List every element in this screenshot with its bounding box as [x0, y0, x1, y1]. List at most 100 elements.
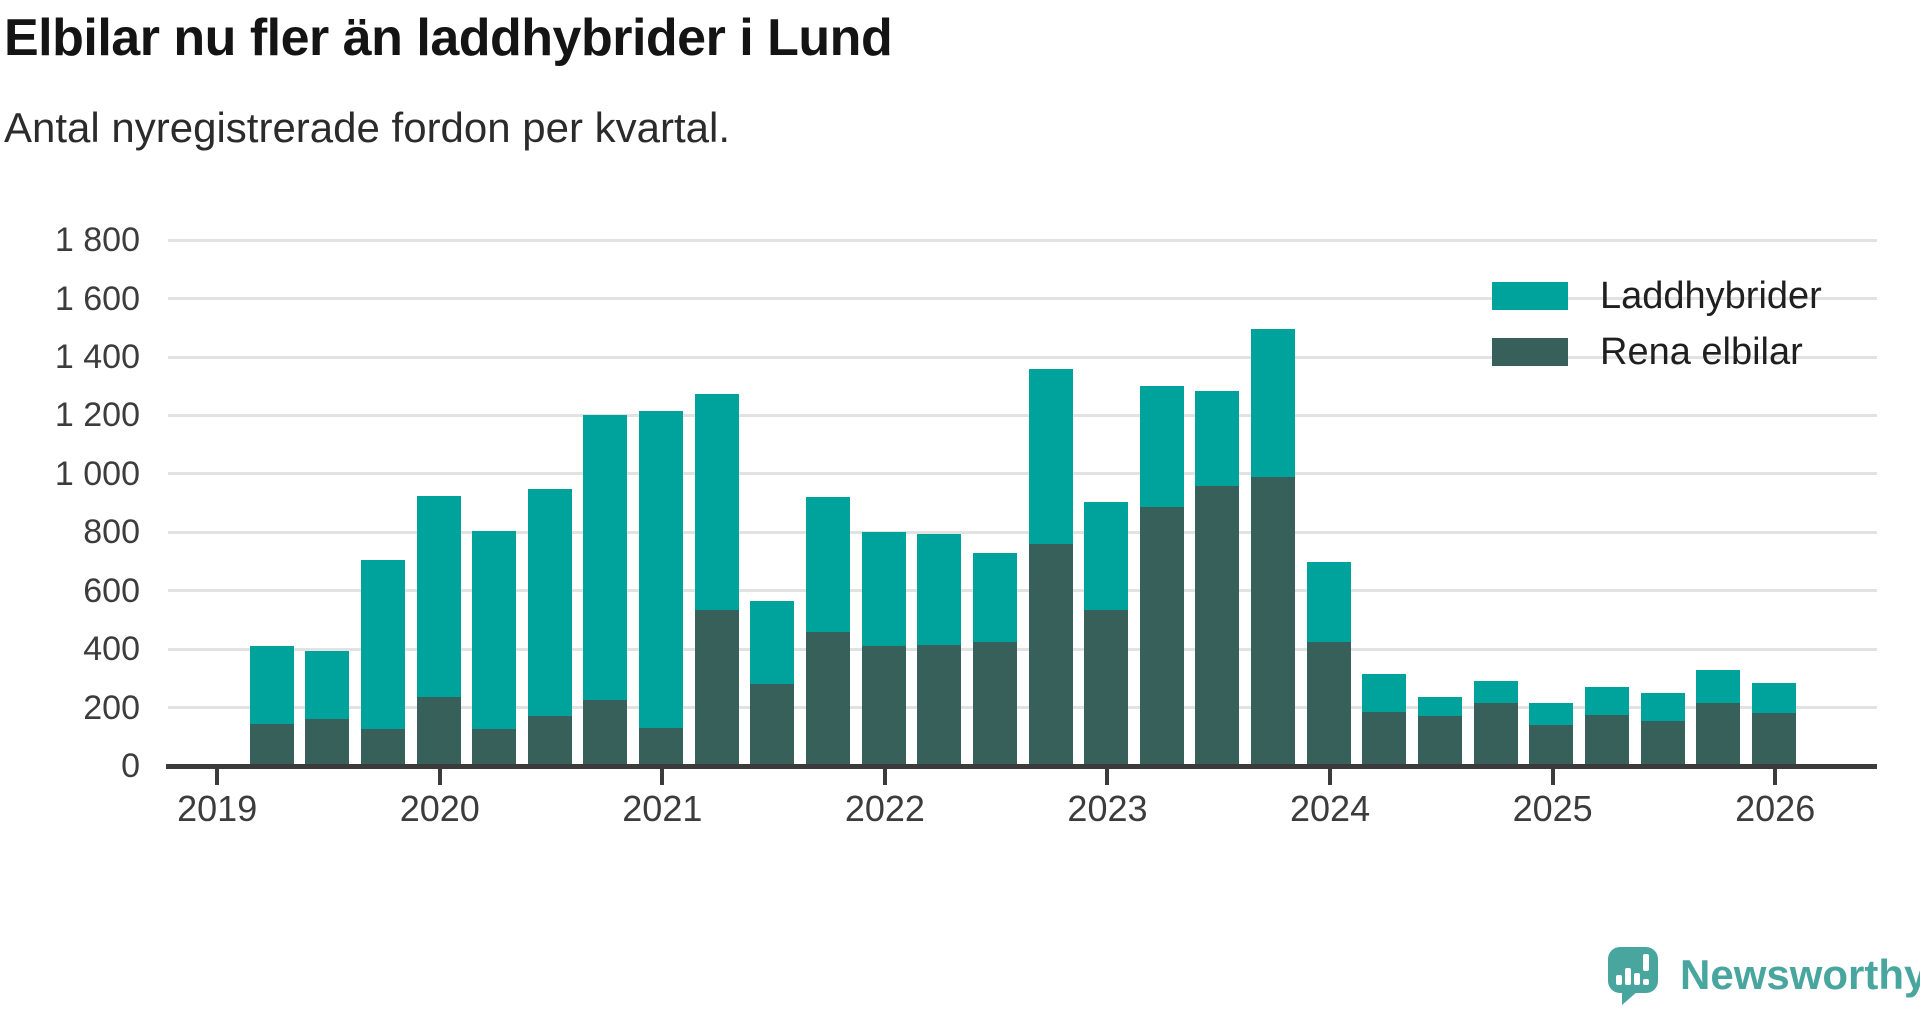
bar-segment-laddhybrider	[1529, 703, 1574, 726]
x-axis-label: 2019	[177, 788, 258, 829]
bar-segment-laddhybrider	[1306, 561, 1351, 642]
bar-segment-laddhybrider	[583, 415, 628, 701]
bar-segment-rena-elbilar	[305, 719, 350, 766]
bar-segment-rena-elbilar	[1139, 507, 1184, 766]
gridline-400	[168, 647, 1877, 651]
bar-segment-rena-elbilar	[360, 729, 405, 766]
bar-segment-rena-elbilar	[1306, 641, 1351, 766]
bar-segment-rena-elbilar	[249, 723, 294, 766]
bar-segment-laddhybrider	[1418, 697, 1463, 717]
bar-segment-rena-elbilar	[1529, 725, 1574, 766]
bar-segment-laddhybrider	[527, 488, 572, 717]
bar-segment-rena-elbilar	[750, 684, 795, 766]
bar-segment-laddhybrider	[305, 650, 350, 720]
bar-segment-laddhybrider	[249, 646, 294, 724]
bar-segment-rena-elbilar	[639, 728, 684, 766]
bar-segment-rena-elbilar	[917, 644, 962, 766]
newsworthy-logo-tail	[1622, 991, 1638, 1005]
newsworthy-logo-text: Newsworthy	[1680, 951, 1920, 998]
y-axis-label: 800	[83, 513, 140, 552]
bar-segment-rena-elbilar	[806, 631, 850, 766]
newsworthy-logo-icon	[1608, 947, 1658, 993]
y-axis-label: 1 400	[54, 338, 140, 377]
y-axis-label: 400	[83, 630, 140, 669]
gridline-200	[168, 706, 1877, 710]
y-axis-label: 1 200	[54, 396, 140, 435]
bar-segment-rena-elbilar	[472, 729, 517, 766]
x-axis-tick	[1773, 769, 1778, 785]
bar-segment-rena-elbilar	[1696, 703, 1741, 766]
x-axis-tick	[1328, 769, 1333, 785]
bar-segment-laddhybrider	[416, 495, 461, 698]
bar-segment-laddhybrider	[1139, 386, 1184, 508]
bar-segment-rena-elbilar	[1640, 720, 1685, 766]
chart-title: Elbilar nu fler än laddhybrider i Lund	[4, 9, 893, 67]
gridline-600	[168, 589, 1877, 593]
x-axis-label: 2022	[844, 788, 925, 829]
bar-segment-laddhybrider	[1473, 681, 1518, 704]
x-axis-label: 2020	[399, 788, 480, 829]
x-axis-tick	[1105, 769, 1110, 785]
legend-label-rena-elbilar: Rena elbilar	[1600, 331, 1803, 373]
bar-segment-rena-elbilar	[1251, 476, 1296, 766]
y-axis-label: 1 800	[54, 221, 140, 260]
x-axis-label: 2023	[1067, 788, 1148, 829]
gridline-800	[168, 530, 1877, 534]
x-axis-label: 2025	[1512, 788, 1593, 829]
bar-segment-laddhybrider	[1084, 501, 1129, 610]
bar-segment-rena-elbilar	[1751, 713, 1796, 766]
bar-segment-laddhybrider	[972, 552, 1017, 642]
x-axis-tick	[437, 769, 442, 785]
y-axis-label: 0	[121, 747, 140, 785]
bar-segment-laddhybrider	[861, 532, 906, 647]
bar-segment-rena-elbilar	[1418, 716, 1463, 766]
x-axis-line	[166, 764, 1877, 769]
newsworthy-logo: Newsworthy	[1608, 946, 1920, 1010]
bar-segment-rena-elbilar	[527, 716, 572, 766]
x-axis-tick	[660, 769, 665, 785]
chart-subtitle: Antal nyregistrerade fordon per kvartal.	[4, 104, 731, 151]
bar-segment-rena-elbilar	[1584, 714, 1629, 766]
bar-segment-laddhybrider	[1251, 329, 1296, 477]
bar-segment-laddhybrider	[1362, 673, 1407, 712]
gridline-1800	[168, 238, 1877, 242]
x-axis-tick	[1550, 769, 1555, 785]
bar-segment-rena-elbilar	[1084, 609, 1129, 766]
gridline-1200	[168, 413, 1877, 417]
bar-segment-rena-elbilar	[972, 641, 1017, 766]
x-axis-label: 2024	[1290, 788, 1371, 829]
bar-segment-rena-elbilar	[583, 700, 628, 766]
bar-segment-rena-elbilar	[1028, 544, 1073, 766]
bar-segment-laddhybrider	[917, 533, 962, 645]
bar-segment-laddhybrider	[1696, 669, 1741, 704]
x-axis-tick	[882, 769, 887, 785]
gridline-1000	[168, 472, 1877, 476]
x-axis-label: 2021	[622, 788, 703, 829]
gridline-1400	[168, 355, 1877, 359]
bar-segment-rena-elbilar	[1473, 703, 1518, 766]
x-axis-label: 2026	[1735, 788, 1816, 829]
bar-segment-rena-elbilar	[1362, 711, 1407, 766]
bar-segment-laddhybrider	[1584, 687, 1629, 715]
bar-segment-laddhybrider	[1195, 390, 1240, 486]
bar-segment-laddhybrider	[472, 530, 517, 730]
bar-segment-rena-elbilar	[416, 697, 461, 766]
bar-segment-rena-elbilar	[861, 646, 906, 766]
gridline-1600	[168, 297, 1877, 301]
bar-segment-laddhybrider	[694, 393, 739, 610]
bar-segment-rena-elbilar	[694, 609, 739, 766]
bar-segment-laddhybrider	[1640, 692, 1685, 721]
bar-segment-rena-elbilar	[1195, 485, 1240, 766]
legend-swatch-rena-elbilar	[1492, 338, 1568, 366]
bar-segment-laddhybrider	[750, 600, 795, 685]
legend-label-laddhybrider: Laddhybrider	[1600, 275, 1822, 317]
y-axis-label: 600	[83, 571, 140, 610]
y-axis-label: 200	[83, 688, 140, 727]
x-axis-tick	[215, 769, 220, 785]
bar-segment-laddhybrider	[360, 560, 405, 730]
bar-segment-laddhybrider	[639, 411, 684, 729]
y-axis-label: 1 600	[54, 279, 140, 318]
bar-segment-laddhybrider	[1751, 682, 1796, 714]
legend-swatch-laddhybrider	[1492, 282, 1568, 310]
